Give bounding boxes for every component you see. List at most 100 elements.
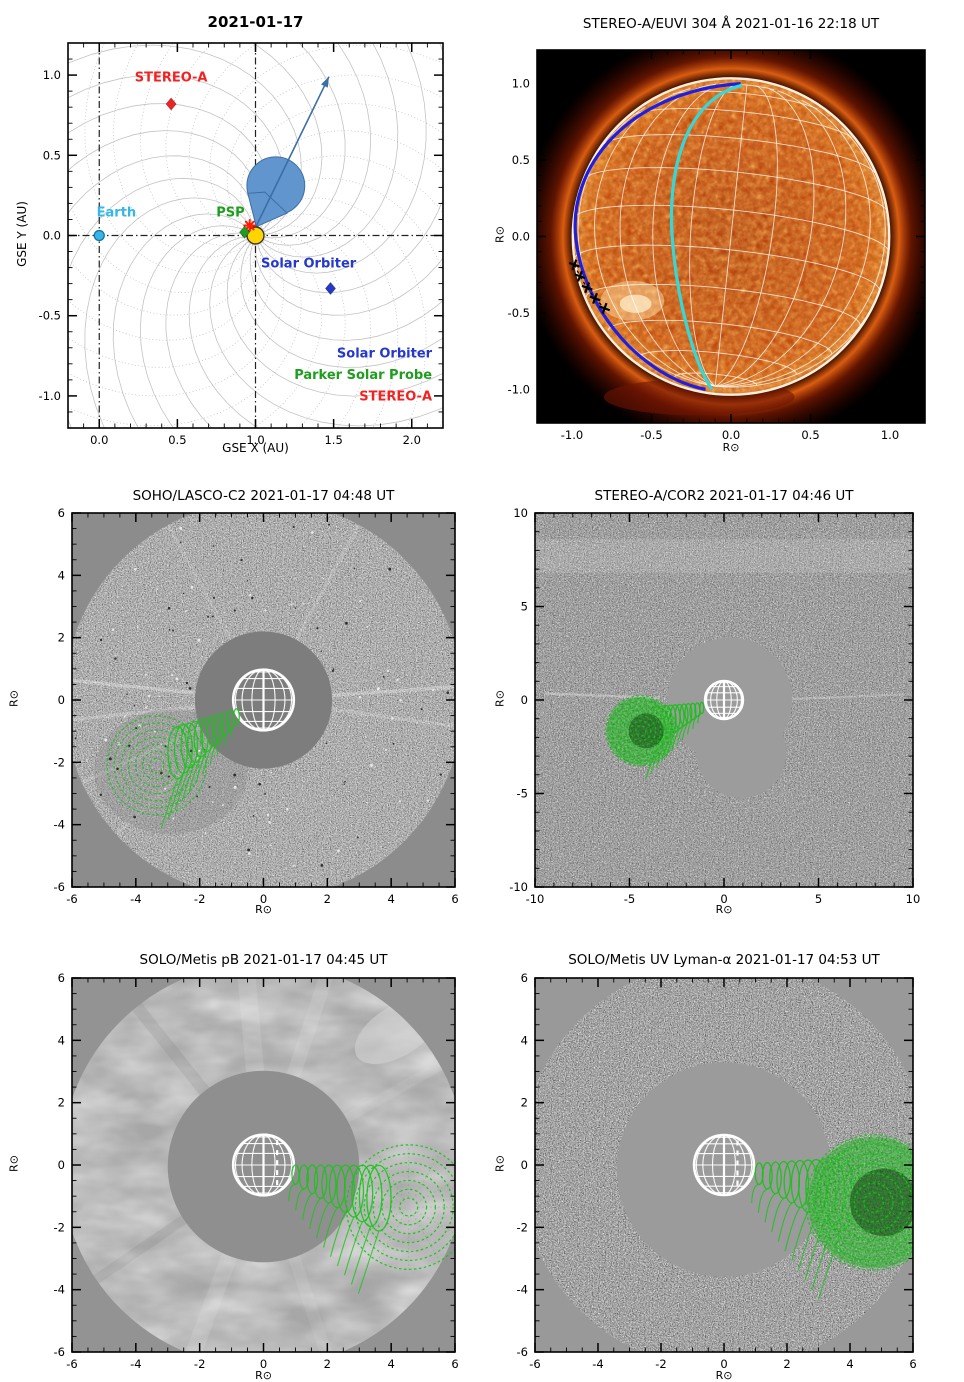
tick-label: -6	[66, 1357, 77, 1371]
axis-frame: -10 -5 0 5 10 -10 -5 0 5 10	[509, 506, 920, 906]
tick-label: -4	[54, 818, 65, 832]
panel-metis-pb: -6 -4 -2 0 2 4 6 -6 -4 -2 0 2 4 6 SOLO/Metis pB 2021-…	[0, 945, 482, 1382]
tick-label: -0.5	[640, 428, 662, 442]
tick-label: 6	[58, 971, 65, 985]
tick-label: -6	[529, 1357, 540, 1371]
y-axis-label: R⊙	[493, 1155, 507, 1172]
tick-label: 0	[521, 693, 528, 707]
panel-title: 2021-01-17	[207, 13, 304, 31]
tick-label: -4	[592, 1357, 603, 1371]
tick-label: -2	[194, 892, 205, 906]
metis-pb-plot: -6 -4 -2 0 2 4 6 -6 -4 -2 0 2 4 6	[0, 945, 482, 1382]
tick-label: 1.0	[246, 433, 264, 447]
tick-label: 0	[720, 892, 727, 906]
parker-spirals	[68, 43, 443, 428]
tick-label: 2	[58, 1096, 65, 1110]
tick-label: -10	[509, 880, 528, 894]
tick-label: 4	[521, 1033, 528, 1047]
tick-label: 0.0	[43, 229, 61, 243]
tick-label: 0	[58, 1158, 65, 1172]
solar-orbiter-marker	[324, 281, 337, 296]
tick-label: 0.5	[512, 153, 530, 167]
axis-frame: 0.0 0.5 1.0 1.5 2.0 -1.0 -0.5 0.0 0.5 1.0	[39, 42, 444, 447]
tick-label: 0	[260, 892, 267, 906]
panel-euvi: -1.0 -0.5 0.0 0.5 1.0 -1.0 -0.5 0.0 0.5 1.0 STERE…	[482, 0, 964, 472]
panel-title: STEREO-A/EUVI 304 Å 2021-01-16 22:18 UT	[582, 16, 880, 32]
tick-label: -1.0	[561, 428, 583, 442]
tick-label: 4	[388, 892, 395, 906]
gcs-wireframe	[288, 1144, 455, 1294]
spacecraft-label: Solar Orbiter	[261, 257, 357, 272]
tick-label: -1.0	[508, 382, 530, 396]
tick-label: 0.5	[801, 428, 819, 442]
cor2-plot-svg: -10 -5 0 5 10 -10 -5 0 5 10	[509, 506, 920, 906]
tick-label: -4	[130, 892, 141, 906]
tick-label: -6	[54, 1345, 65, 1359]
spacecraft-label: Earth	[97, 205, 137, 220]
x-axis-label: R⊙	[715, 903, 733, 916]
solar-globe	[231, 1133, 296, 1197]
solar-globe	[231, 668, 296, 732]
tick-label: -4	[130, 1357, 141, 1371]
axis-frame: -1.0 -0.5 0.0 0.5 1.0 -1.0 -0.5 0.0 0.5 1.0	[508, 49, 926, 442]
legend-entry: Parker Solar Probe	[294, 368, 432, 383]
tick-label: 4	[846, 1357, 853, 1371]
solar-globe	[692, 1133, 756, 1197]
psp-marker	[239, 225, 251, 239]
y-axis-label: R⊙	[493, 690, 507, 707]
x-axis-label: GSE X (AU)	[222, 441, 289, 455]
gcs-wireframe	[605, 695, 705, 780]
tick-label: -6	[517, 1345, 528, 1359]
axis-frame: -6 -4 -2 0 2 4 6 -6 -4 -2 0 2 4 6	[54, 506, 459, 906]
tick-label: 4	[388, 1357, 395, 1371]
tick-label: 10	[513, 506, 528, 520]
y-axis-label: R⊙	[493, 226, 507, 243]
legend-entry: Solar Orbiter	[337, 346, 433, 361]
earth-marker	[93, 229, 105, 242]
tick-label: 5	[521, 600, 528, 614]
tick-label: -0.5	[508, 306, 530, 320]
gcs-wireframe	[751, 1134, 913, 1300]
axis-frame: -6 -4 -2 0 2 4 6 -6 -4 -2 0 2 4 6	[54, 971, 459, 1371]
tick-label: 4	[58, 568, 65, 582]
spacecraft-label: STEREO-A	[135, 71, 208, 86]
tick-label: -5	[517, 787, 528, 801]
tick-label: -2	[54, 1220, 65, 1234]
tick-label: 6	[451, 892, 458, 906]
tick-label: 0.0	[90, 433, 108, 447]
tick-label: 2	[324, 892, 331, 906]
tick-label: -6	[66, 892, 77, 906]
tick-label: -2	[194, 1357, 205, 1371]
noise-layer	[72, 978, 455, 1352]
panel-lasco: -6 -4 -2 0 2 4 6 -6 -4 -2 0 2 4 6 SOHO/LASCO-C2 2021-…	[0, 480, 482, 942]
tick-label: -5	[624, 892, 635, 906]
x-axis-label: R⊙	[255, 903, 272, 916]
metis-uv-plot: -6 -4 -2 0 2 4 6 -6 -4 -2 0 2 4 6	[482, 945, 964, 1382]
y-axis-label: R⊙	[7, 690, 21, 707]
tick-label: 2	[324, 1357, 331, 1371]
tick-label: 0	[58, 693, 65, 707]
lasco-plot-svg: -6 -4 -2 0 2 4 6 -6 -4 -2 0 2 4 6	[54, 506, 459, 906]
tick-label: 2.0	[403, 433, 421, 447]
axis-frame: -6 -4 -2 0 2 4 6 -6 -4 -2 0 2 4 6	[517, 971, 917, 1371]
y-axis-label: GSE Y (AU)	[15, 201, 29, 267]
panel-metis-uv: -6 -4 -2 0 2 4 6 -6 -4 -2 0 2 4 6 SOLO/Metis UV Lyman…	[482, 945, 964, 1382]
tick-label: -0.5	[39, 309, 61, 323]
gcs-wireframe	[106, 708, 240, 829]
tick-label: 6	[521, 971, 528, 985]
tick-label: 0	[260, 1357, 267, 1371]
tick-label: -4	[54, 1283, 65, 1297]
flare-star-icon	[243, 219, 257, 233]
lasco-plot: -6 -4 -2 0 2 4 6 -6 -4 -2 0 2 4 6	[0, 480, 482, 946]
euvi-plot: -1.0 -0.5 0.0 0.5 1.0 -1.0 -0.5 0.0 0.5 1.0	[482, 0, 964, 476]
tick-label: -10	[526, 892, 545, 906]
tick-label: 0.5	[43, 148, 61, 162]
tick-label: 4	[58, 1033, 65, 1047]
tick-label: -6	[54, 880, 65, 894]
tick-label: 0	[521, 1158, 528, 1172]
tick-label: 6	[58, 506, 65, 520]
panel-title: SOHO/LASCO-C2 2021-01-17 04:48 UT	[132, 488, 395, 504]
tick-label: 1.5	[324, 433, 342, 447]
